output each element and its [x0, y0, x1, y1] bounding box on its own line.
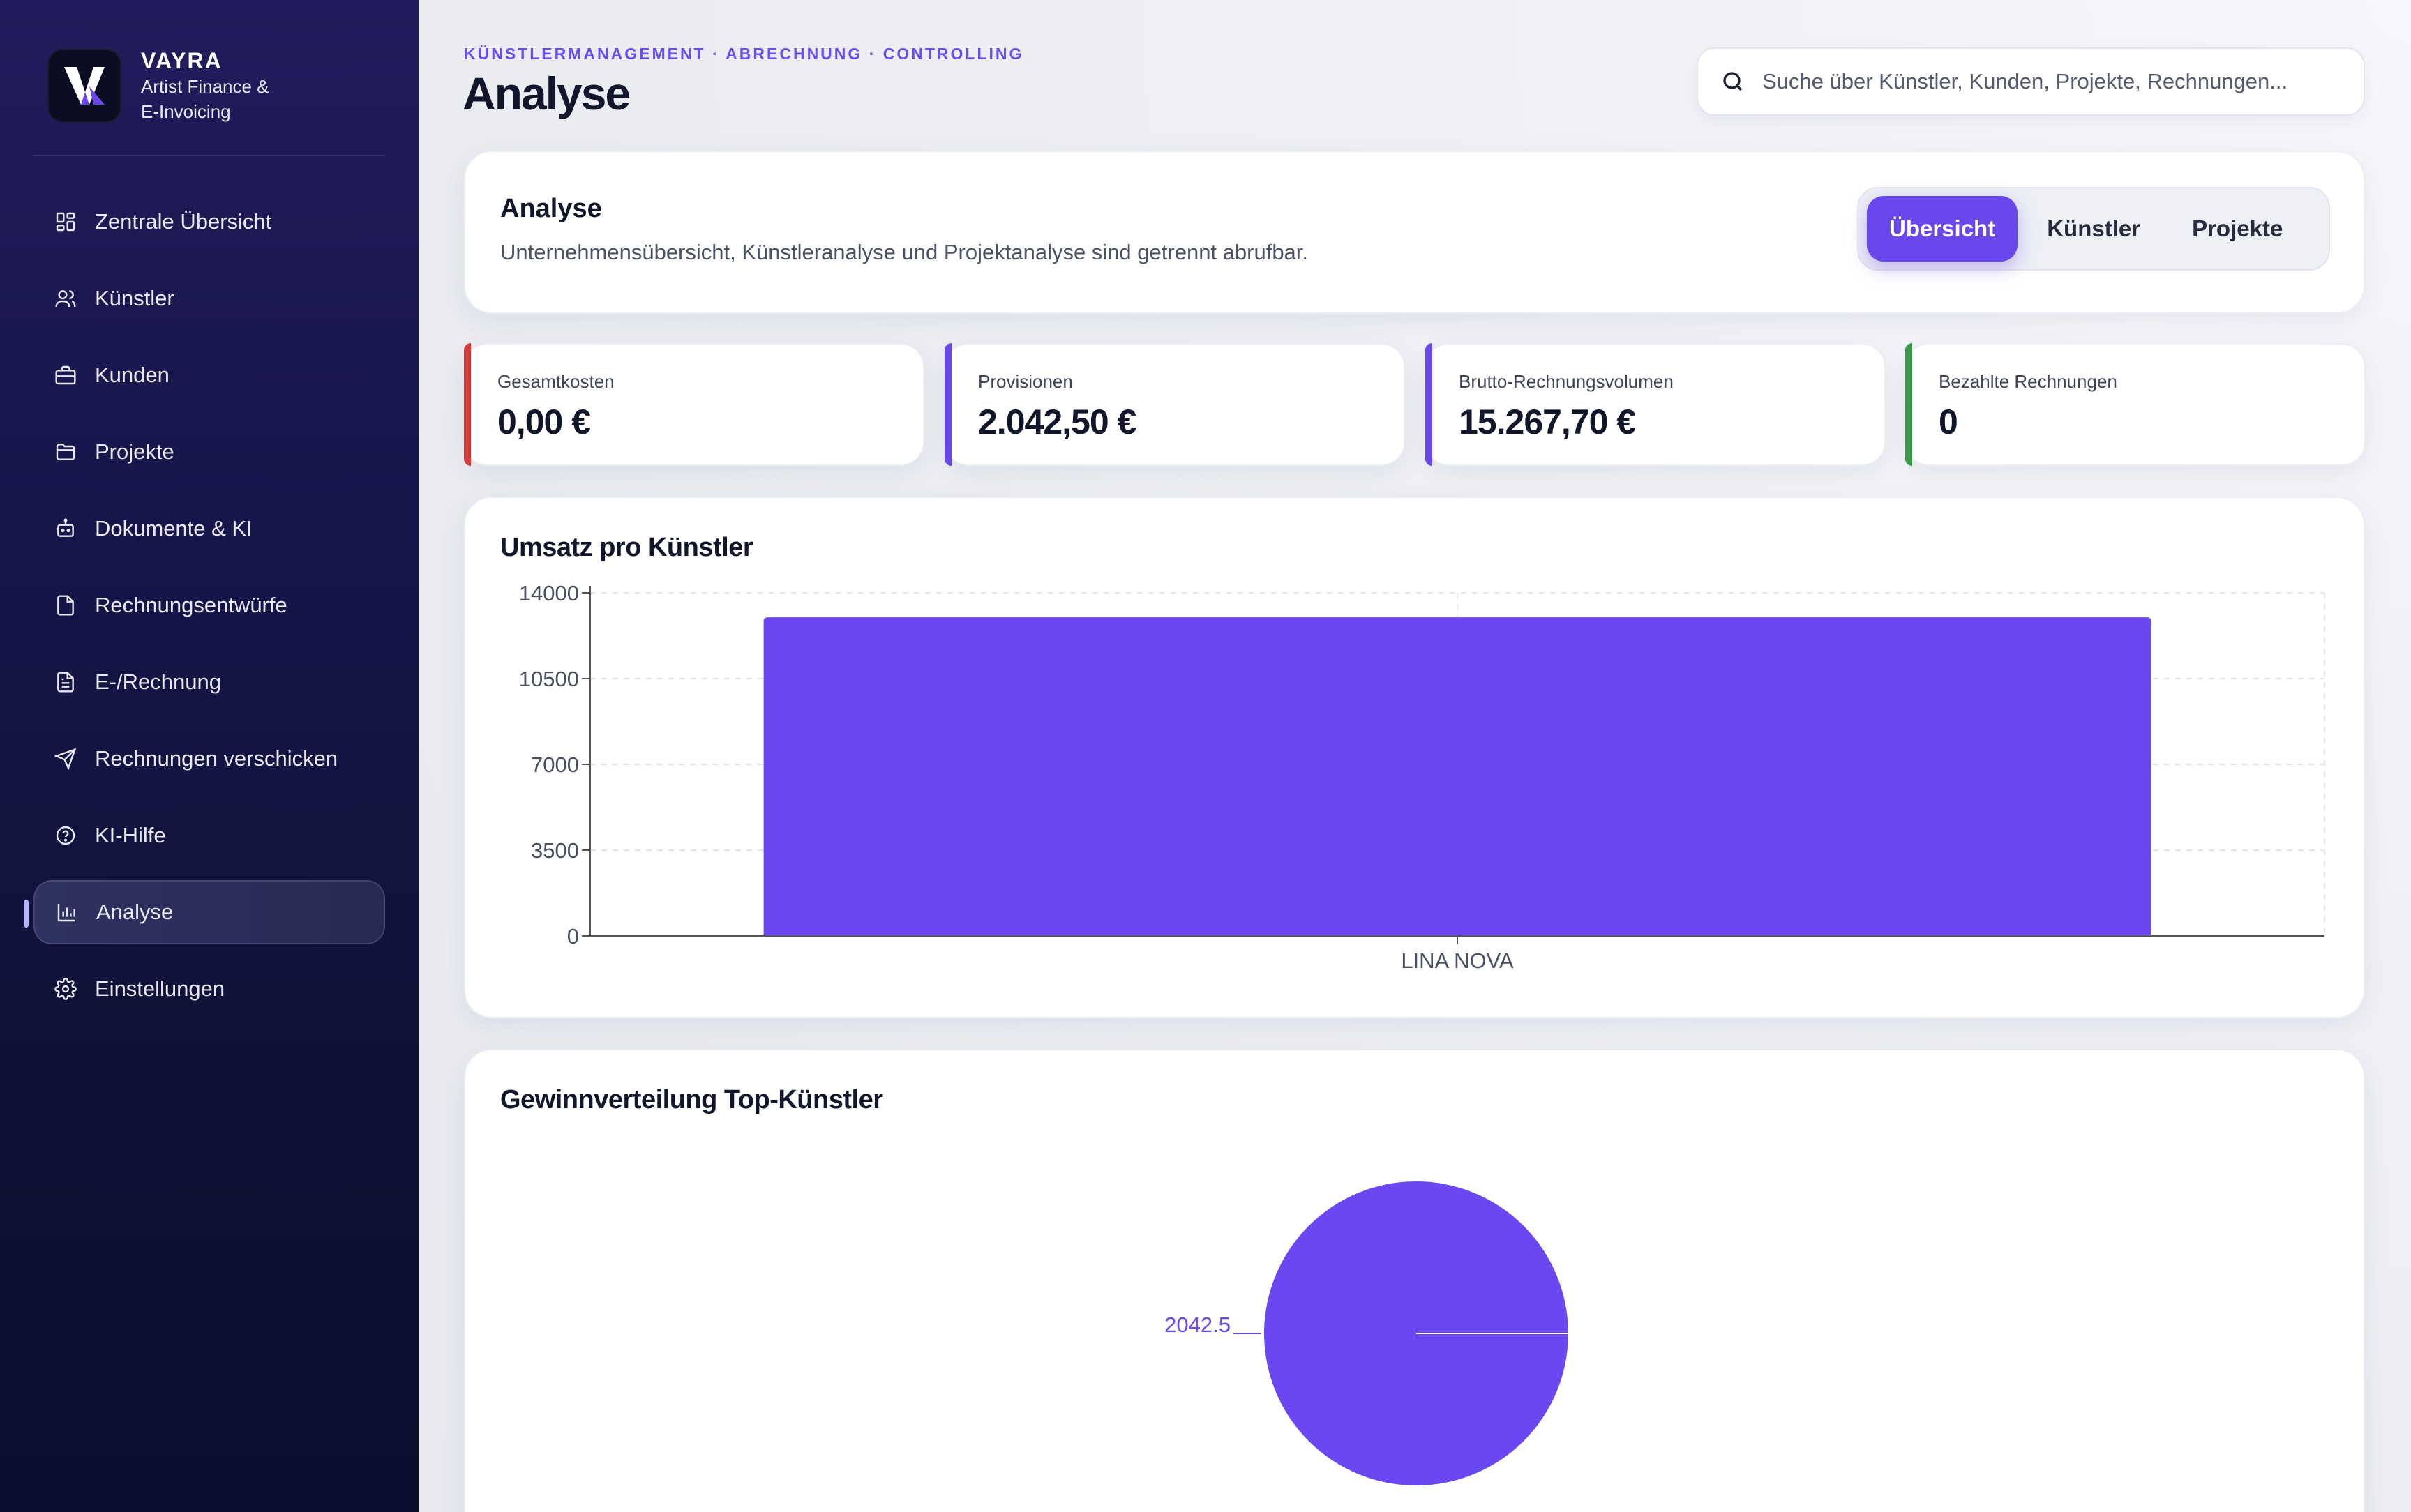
folder-icon: [53, 439, 78, 464]
file-icon: [53, 593, 78, 618]
y-tick-label: 3500: [531, 838, 579, 863]
kpi-accent: [1425, 343, 1432, 466]
kpi-commissions: Provisionen 2.042,50 €: [945, 343, 1405, 466]
kpi-accent: [464, 343, 471, 466]
sidebar-item-label: Einstellungen: [95, 976, 225, 1001]
sidebar-item-label: E-/Rechnung: [95, 670, 221, 694]
sidebar-item-analysis[interactable]: Analyse: [24, 880, 385, 944]
search-input[interactable]: [1762, 69, 2348, 94]
kpi-value: 2.042,50 €: [978, 402, 1136, 441]
brand[interactable]: VAYRA Artist Finance & E-Invoicing: [47, 47, 269, 124]
kpi-value: 0,00 €: [497, 402, 591, 441]
sidebar-item-label: Zentrale Übersicht: [95, 209, 272, 234]
brand-name: VAYRA: [141, 48, 223, 73]
profit-distribution-card: Gewinnverteilung Top-Künstler 2042.5: [464, 1049, 2365, 1512]
users-icon: [53, 286, 78, 311]
send-icon: [53, 746, 78, 771]
chart-title: Umsatz pro Künstler: [500, 533, 753, 562]
sidebar-item-send[interactable]: Rechnungen verschicken: [33, 727, 385, 791]
bar-lina-nova: [763, 617, 2151, 936]
file-text-icon: [53, 670, 78, 695]
page-title: Analyse: [463, 68, 631, 119]
breadcrumb: KÜNSTLERMANAGEMENT · ABRECHNUNG · CONTRO…: [464, 45, 1024, 63]
sidebar-item-projects[interactable]: Projekte: [33, 420, 385, 484]
y-tick-label: 7000: [531, 753, 579, 777]
kpi-gross-invoice-volume: Brutto-Rechnungsvolumen 15.267,70 €: [1425, 343, 1886, 466]
analysis-card-title: Analyse: [500, 194, 602, 223]
kpi-value: 15.267,70 €: [1459, 402, 1636, 441]
sidebar-item-artists[interactable]: Künstler: [33, 266, 385, 331]
sidebar-item-settings[interactable]: Einstellungen: [33, 957, 385, 1021]
tab-projects[interactable]: Projekte: [2170, 196, 2305, 262]
briefcase-icon: [53, 363, 78, 388]
kpi-accent: [1905, 343, 1912, 466]
sidebar-item-overview[interactable]: Zentrale Übersicht: [33, 190, 385, 254]
x-tick-label: LINA NOVA: [1401, 948, 1514, 973]
y-tick-label: 10500: [519, 667, 579, 691]
y-tick-label: 0: [567, 924, 579, 948]
search-icon: [1719, 68, 1747, 96]
sidebar: VAYRA Artist Finance & E-Invoicing Zentr…: [0, 0, 419, 1512]
brand-subtitle-1: Artist Finance &: [141, 76, 269, 97]
kpi-value: 0: [1939, 402, 1958, 441]
y-tick-label: 14000: [519, 581, 579, 605]
sidebar-item-einvoice[interactable]: E-/Rechnung: [33, 650, 385, 714]
sidebar-divider: [33, 155, 385, 156]
sidebar-nav: Zentrale Übersicht Künstler Kunden Proje…: [24, 190, 385, 1034]
sidebar-item-label: Dokumente & KI: [95, 516, 253, 540]
kpi-label: Brutto-Rechnungsvolumen: [1459, 371, 1674, 392]
sidebar-item-clients[interactable]: Kunden: [33, 343, 385, 407]
brand-logo: [47, 49, 121, 123]
kpi-total-costs: Gesamtkosten 0,00 €: [464, 343, 924, 466]
revenue-bar-chart: 0 3500 7000 10500 14000 LINA NOVA: [519, 581, 2325, 973]
sidebar-item-label: Rechnungen verschicken: [95, 746, 338, 771]
sidebar-item-label: Kunden: [95, 363, 170, 387]
help-circle-icon: [53, 823, 78, 848]
analysis-header-card: Analyse Unternehmensübersicht, Künstlera…: [464, 151, 2365, 314]
tab-overview[interactable]: Übersicht: [1867, 196, 2018, 262]
sidebar-item-documents[interactable]: Dokumente & KI: [33, 497, 385, 561]
kpi-paid-invoices: Bezahlte Rechnungen 0: [1905, 343, 2366, 466]
sidebar-item-label: Künstler: [95, 286, 174, 310]
sidebar-item-label: KI-Hilfe: [95, 823, 166, 847]
analysis-view-switch: Übersicht Künstler Projekte: [1857, 187, 2330, 271]
chart-title: Gewinnverteilung Top-Künstler: [500, 1085, 883, 1114]
kpi-accent: [945, 343, 952, 466]
kpi-label: Bezahlte Rechnungen: [1939, 371, 2117, 392]
brand-subtitle-2: E-Invoicing: [141, 101, 231, 122]
sidebar-item-label: Rechnungsentwürfe: [95, 593, 287, 617]
sidebar-item-help[interactable]: KI-Hilfe: [33, 803, 385, 868]
sidebar-item-label: Analyse: [96, 900, 174, 924]
sidebar-item-label: Projekte: [95, 439, 174, 464]
profit-pie-chart: 2042.5: [1164, 1181, 1568, 1485]
kpi-label: Gesamtkosten: [497, 371, 615, 392]
tab-artists[interactable]: Künstler: [2025, 196, 2163, 262]
robot-icon: [53, 516, 78, 541]
bar-chart-icon: [54, 900, 80, 925]
pie-slice-label: 2042.5: [1164, 1313, 1231, 1337]
gear-icon: [53, 976, 78, 1001]
revenue-per-artist-card: Umsatz pro Künstler 0 3500 7000 10500 14000 L…: [464, 497, 2365, 1018]
sidebar-item-drafts[interactable]: Rechnungsentwürfe: [33, 573, 385, 637]
kpi-label: Provisionen: [978, 371, 1073, 392]
grid-icon: [53, 209, 78, 234]
global-search[interactable]: [1697, 47, 2365, 116]
analysis-card-subtitle: Unternehmensübersicht, Künstleranalyse u…: [500, 240, 1309, 264]
